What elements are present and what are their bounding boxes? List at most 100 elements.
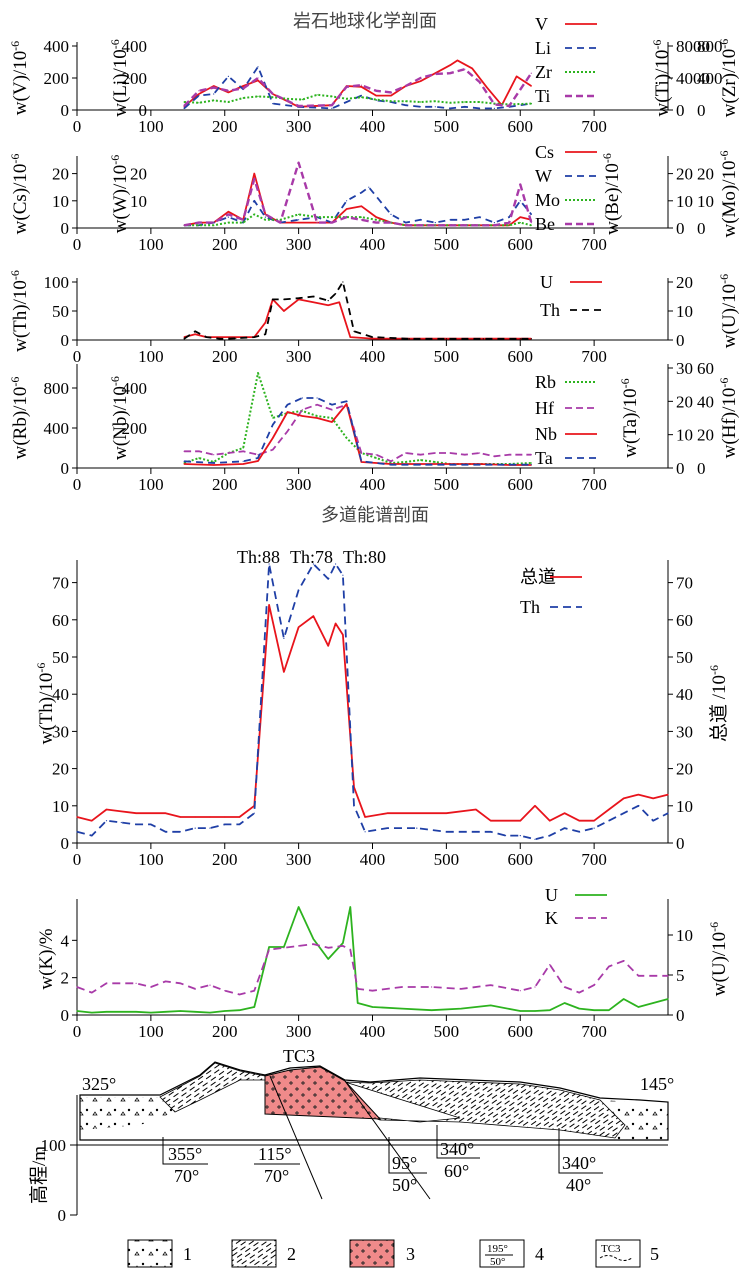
data-point <box>224 816 226 818</box>
data-point <box>346 98 348 100</box>
data-point <box>578 831 580 833</box>
svg-text:95°: 95° <box>392 1153 417 1173</box>
data-point <box>298 297 300 299</box>
data-point <box>360 460 362 462</box>
series-line-Rb <box>183 372 532 465</box>
x-tick-label: 200 <box>212 235 238 254</box>
data-point <box>434 224 436 226</box>
data-point <box>479 101 481 103</box>
data-point <box>434 222 436 224</box>
data-point <box>335 293 337 295</box>
y2-tick-label: 10 <box>676 192 693 211</box>
legend-label-Li: Li <box>535 38 551 58</box>
data-point <box>479 224 481 226</box>
data-point <box>272 103 274 105</box>
data-point <box>390 100 392 102</box>
y2-tick-label: 20 <box>676 165 693 184</box>
data-point <box>257 95 259 97</box>
data-point <box>486 87 488 89</box>
data-point <box>608 965 610 968</box>
data-point <box>357 1002 359 1004</box>
attitude-2: 115° 70° <box>254 1144 300 1186</box>
data-point <box>227 216 229 218</box>
data-point <box>349 949 351 951</box>
data-point <box>213 224 215 226</box>
data-point <box>257 77 259 79</box>
y-tick-label: 70 <box>52 574 69 593</box>
data-point <box>564 812 566 814</box>
y-tick-label: 0 <box>61 834 70 853</box>
data-point <box>198 102 200 104</box>
data-point <box>342 634 344 636</box>
data-point <box>105 808 108 811</box>
x-tick-label: 500 <box>434 1022 460 1041</box>
y2-tick-label: 40 <box>676 685 693 704</box>
data-point <box>209 1012 211 1014</box>
series-line-Li <box>183 65 532 110</box>
data-point <box>283 637 285 640</box>
y-tick-label: 50 <box>52 302 69 321</box>
trench-line-left <box>269 1075 323 1200</box>
data-point <box>298 626 300 628</box>
data-point <box>504 835 507 837</box>
y2-axis-label: w(Zr)/10-6 <box>717 39 740 118</box>
data-point <box>375 454 377 456</box>
data-point <box>331 222 333 224</box>
data-point <box>298 105 300 107</box>
y2-axis-label: w(U)/10-6 <box>717 274 740 348</box>
data-point <box>431 986 433 988</box>
data-point <box>405 452 407 454</box>
data-point <box>257 460 259 462</box>
data-point <box>342 281 344 283</box>
data-point <box>375 95 377 97</box>
data-point <box>331 421 333 423</box>
x-tick-label: 200 <box>212 850 238 869</box>
data-point <box>331 404 333 406</box>
x-tick-label: 0 <box>73 347 82 366</box>
data-point <box>327 958 329 960</box>
data-point <box>316 222 318 224</box>
data-point <box>390 460 392 462</box>
data-point <box>227 211 229 213</box>
data-point <box>179 1010 181 1012</box>
data-point <box>375 219 377 221</box>
x-tick-label: 300 <box>286 347 312 366</box>
data-point <box>183 336 185 338</box>
data-point <box>91 1012 93 1014</box>
y-axis-label: w(Rb)/10-6 <box>8 377 31 460</box>
data-point <box>564 827 566 829</box>
y2-tick-label: 0 <box>676 219 685 238</box>
data-point <box>198 90 200 92</box>
data-point <box>637 794 640 796</box>
data-point <box>198 93 200 95</box>
data-point <box>405 461 407 463</box>
y-tick-label: 400 <box>122 37 148 56</box>
data-point <box>227 101 229 103</box>
data-point <box>578 1008 580 1010</box>
data-point <box>479 81 481 83</box>
data-point <box>227 213 229 215</box>
data-point <box>298 213 300 215</box>
x-tick-label: 100 <box>138 117 164 136</box>
data-point <box>335 622 337 625</box>
data-point <box>179 831 181 833</box>
data-point <box>593 827 595 829</box>
x-tick-label: 500 <box>434 475 460 494</box>
data-point <box>76 831 78 833</box>
data-point <box>253 178 255 180</box>
data-point <box>342 942 344 944</box>
data-point <box>652 975 654 977</box>
data-point <box>76 816 78 818</box>
data-point <box>519 183 521 186</box>
data-point <box>375 457 377 459</box>
y2-tick-label: 10 <box>676 926 693 945</box>
data-point <box>235 336 237 338</box>
data-point <box>637 975 640 977</box>
data-point <box>456 59 459 62</box>
y2-tick-label: 50 <box>676 648 693 667</box>
data-point <box>490 1004 492 1007</box>
data-point <box>105 1011 108 1013</box>
data-point <box>213 222 215 224</box>
y2-tick-label: 800 <box>697 37 723 56</box>
data-point <box>419 77 422 79</box>
